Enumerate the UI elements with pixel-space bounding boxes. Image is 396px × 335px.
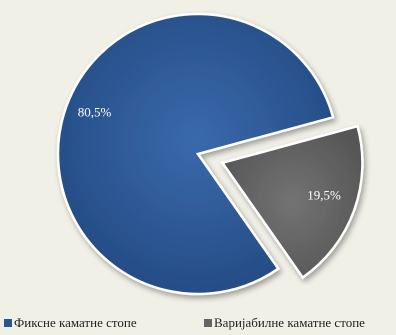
legend-item-fixed-rates: Фиксне каматне стопе — [4, 315, 137, 331]
legend: Фиксне каматне стопе Варијабилне каматне… — [0, 313, 396, 333]
legend-swatch-fixed-rates — [4, 319, 12, 327]
pie-slice-variable-rates — [220, 124, 364, 280]
legend-item-variable-rates: Варијабилне каматне стопе — [204, 315, 365, 331]
pie-slice-fixed-rates — [56, 12, 335, 296]
legend-swatch-variable-rates — [204, 319, 212, 327]
legend-label-variable-rates: Варијабилне каматне стопе — [214, 315, 365, 330]
pie-chart: 80,5% 19,5% — [56, 12, 364, 296]
data-label-fixed-rates: 80,5% — [78, 105, 112, 120]
data-label-variable-rates: 19,5% — [307, 188, 341, 203]
legend-label-fixed-rates: Фиксне каматне стопе — [14, 315, 137, 330]
